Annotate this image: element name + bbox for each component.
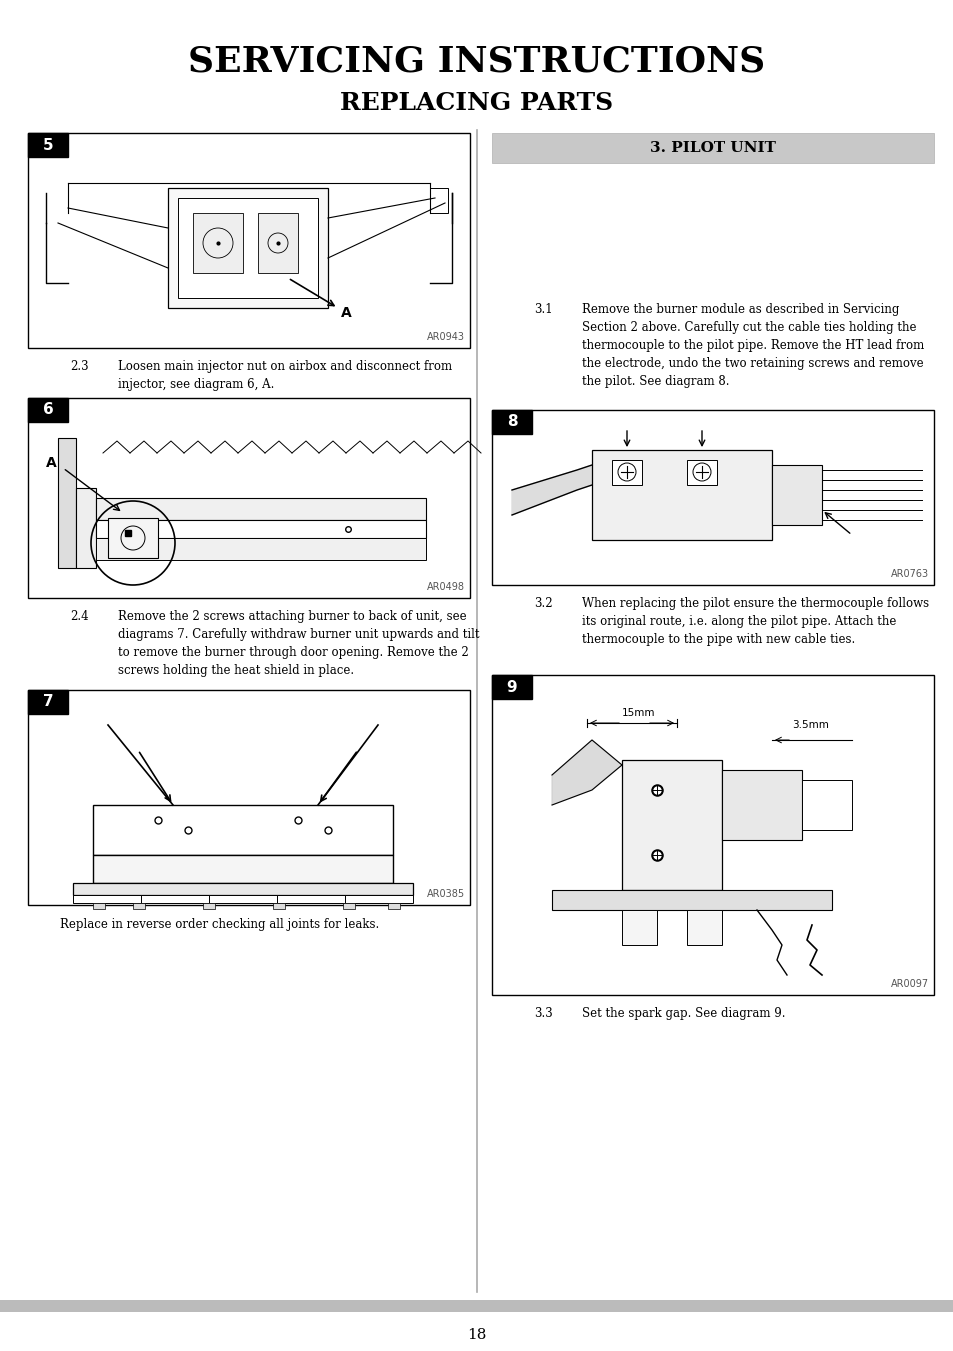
- Text: When replacing the pilot ensure the thermocouple follows
its original route, i.e: When replacing the pilot ensure the ther…: [581, 597, 928, 646]
- Bar: [721, 770, 801, 840]
- Bar: [92, 855, 393, 884]
- Bar: [58, 438, 76, 567]
- Text: Remove the 2 screws attaching burner to back of unit, see
diagrams 7. Carefully : Remove the 2 screws attaching burner to …: [118, 611, 479, 677]
- Bar: [28, 690, 470, 905]
- Text: A: A: [46, 457, 56, 470]
- Text: AR0943: AR0943: [427, 332, 464, 342]
- Bar: [686, 911, 721, 944]
- Bar: [178, 199, 317, 299]
- Bar: [76, 488, 96, 567]
- Text: 5: 5: [43, 138, 53, 153]
- Bar: [686, 459, 717, 485]
- Text: 6: 6: [43, 403, 53, 417]
- Bar: [492, 132, 933, 163]
- Text: 3.1: 3.1: [534, 303, 552, 316]
- Bar: [141, 894, 209, 902]
- Bar: [771, 465, 821, 526]
- Bar: [592, 450, 771, 540]
- Bar: [132, 902, 145, 909]
- Bar: [96, 499, 426, 520]
- Bar: [612, 459, 641, 485]
- Text: 3.2: 3.2: [534, 597, 552, 611]
- Bar: [73, 884, 413, 894]
- Text: REPLACING PARTS: REPLACING PARTS: [340, 91, 613, 115]
- Bar: [0, 1300, 953, 1312]
- Bar: [343, 902, 355, 909]
- Text: AR0385: AR0385: [426, 889, 464, 898]
- Bar: [552, 890, 831, 911]
- Bar: [96, 538, 426, 561]
- Bar: [96, 520, 426, 538]
- Bar: [492, 676, 933, 994]
- Polygon shape: [552, 740, 621, 805]
- Bar: [492, 409, 532, 434]
- Bar: [73, 894, 141, 902]
- Polygon shape: [512, 465, 592, 515]
- Text: 9: 9: [506, 680, 517, 694]
- Text: 8: 8: [506, 415, 517, 430]
- Bar: [276, 894, 345, 902]
- Text: 3.5mm: 3.5mm: [791, 720, 828, 730]
- Bar: [621, 761, 721, 890]
- Bar: [801, 780, 851, 830]
- Text: Set the spark gap. See diagram 9.: Set the spark gap. See diagram 9.: [581, 1006, 784, 1020]
- Text: 3. PILOT UNIT: 3. PILOT UNIT: [649, 141, 775, 155]
- Bar: [168, 188, 328, 308]
- Text: A: A: [340, 305, 351, 320]
- Bar: [209, 894, 276, 902]
- Bar: [28, 132, 470, 349]
- Text: AR0763: AR0763: [890, 569, 928, 580]
- Bar: [92, 902, 105, 909]
- Bar: [388, 902, 399, 909]
- Bar: [28, 132, 68, 157]
- Text: Loosen main injector nut on airbox and disconnect from
injector, see diagram 6, : Loosen main injector nut on airbox and d…: [118, 359, 452, 390]
- Text: AR0498: AR0498: [427, 582, 464, 592]
- Text: AR0097: AR0097: [890, 979, 928, 989]
- Text: SERVICING INSTRUCTIONS: SERVICING INSTRUCTIONS: [189, 45, 764, 78]
- Text: 3.3: 3.3: [534, 1006, 552, 1020]
- Bar: [492, 676, 532, 698]
- Bar: [492, 409, 933, 585]
- Text: 7: 7: [43, 694, 53, 709]
- Text: 2.4: 2.4: [70, 611, 89, 623]
- Bar: [28, 399, 68, 422]
- Bar: [257, 213, 297, 273]
- Text: 15mm: 15mm: [621, 708, 655, 717]
- Bar: [430, 188, 448, 213]
- Text: 2.3: 2.3: [70, 359, 89, 373]
- Bar: [193, 213, 243, 273]
- Bar: [345, 894, 413, 902]
- Text: Remove the burner module as described in Servicing
Section 2 above. Carefully cu: Remove the burner module as described in…: [581, 303, 923, 388]
- Bar: [108, 517, 158, 558]
- Bar: [28, 399, 470, 598]
- Bar: [273, 902, 285, 909]
- Text: 18: 18: [467, 1328, 486, 1342]
- Bar: [28, 690, 68, 713]
- Bar: [621, 911, 657, 944]
- Bar: [92, 805, 393, 855]
- Text: Replace in reverse order checking all joints for leaks.: Replace in reverse order checking all jo…: [60, 917, 379, 931]
- Bar: [203, 902, 214, 909]
